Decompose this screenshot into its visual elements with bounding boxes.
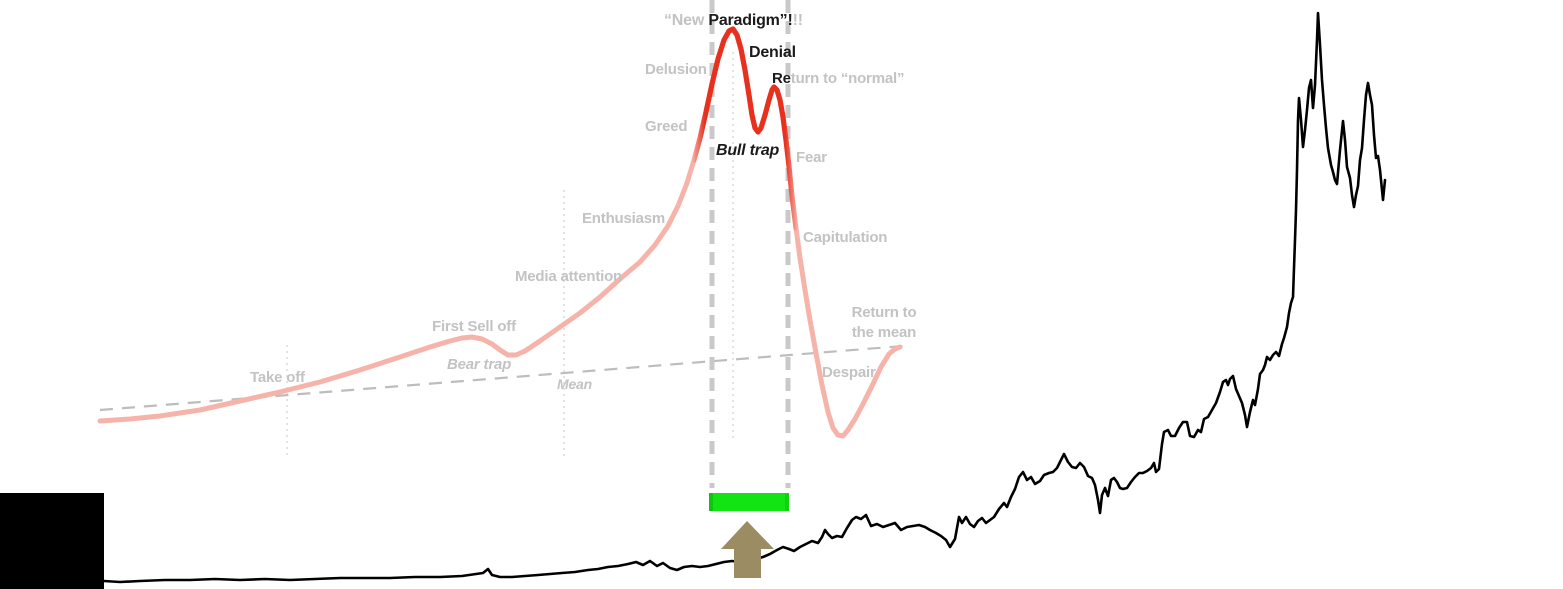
green-highlight-bar — [709, 493, 789, 511]
mean-dashed-line — [99, 344, 904, 412]
black-redaction-box — [0, 493, 104, 589]
price-line — [102, 11, 1387, 584]
green-bar-right-edge — [785, 493, 789, 511]
bubble-curve-highlight-segment — [691, 26, 799, 231]
bubble-phases-curve — [97, 26, 903, 439]
up-arrow-icon — [721, 521, 774, 578]
green-bar-left-edge — [709, 493, 713, 511]
